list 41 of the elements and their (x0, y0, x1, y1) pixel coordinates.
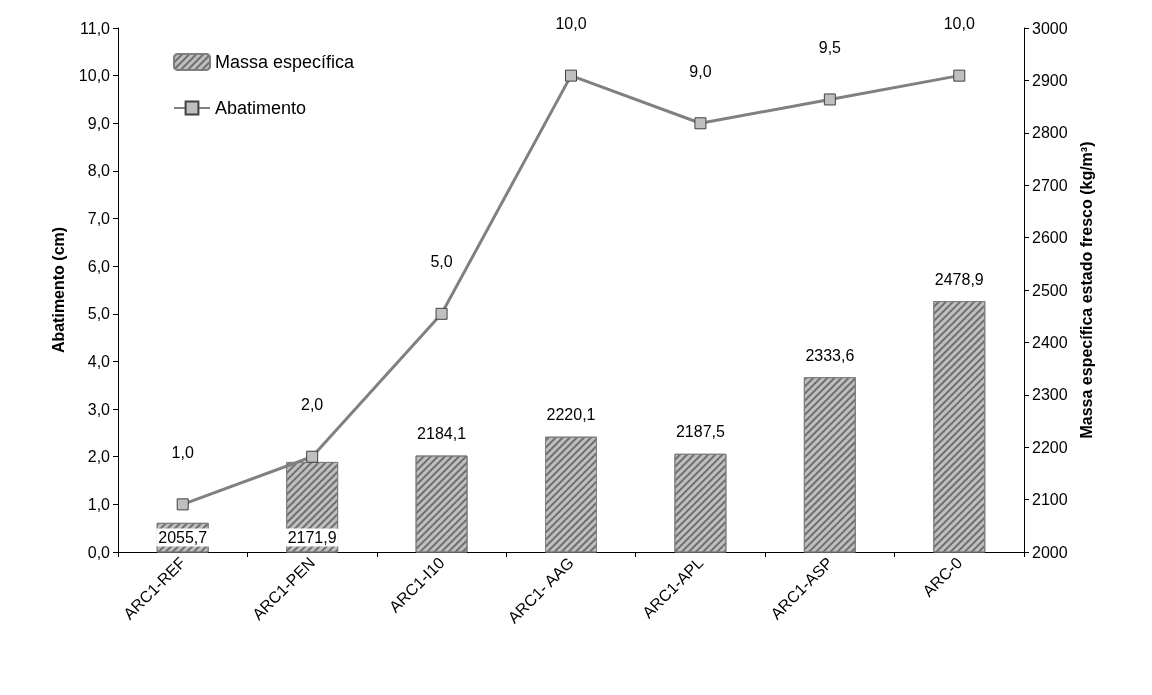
y2-tick-label: 2500 (1032, 281, 1068, 299)
data-label: 2220,1 (546, 406, 596, 424)
y2-tick-label: 2000 (1032, 543, 1068, 561)
data-label: 10,0 (555, 15, 587, 33)
y2-tick-label: 2100 (1032, 491, 1068, 509)
legend-label: Abatimento (215, 98, 307, 118)
y2-tick-label: 2200 (1032, 438, 1068, 456)
y2-tick-label: 2900 (1032, 71, 1068, 89)
y-tick-label: 1,0 (87, 495, 111, 513)
y-tick-label: 3,0 (87, 400, 111, 418)
y2-tick-label: 2300 (1032, 386, 1068, 404)
data-label: 9,5 (818, 38, 842, 56)
y-tick-label: 10,0 (78, 67, 111, 85)
data-label: 9,0 (689, 62, 712, 80)
y-tick-label: 7,0 (87, 210, 111, 228)
y2-tick-label: 2600 (1032, 229, 1068, 247)
data-label: 2187,5 (675, 423, 725, 441)
y2-axis-title: Massa específica estado fresco (kg/m³) (1077, 141, 1095, 439)
y2-tick-label: 2700 (1032, 176, 1068, 194)
y-tick-label: 5,0 (87, 305, 111, 323)
y2-tick-label: 2400 (1032, 333, 1068, 351)
legend-label: Massa específica (215, 52, 356, 72)
data-label: 2171,9 (287, 529, 337, 546)
data-label: 5,0 (430, 253, 453, 271)
y-tick-label: 6,0 (87, 257, 111, 275)
data-label: 2333,6 (805, 346, 855, 364)
y2-tick-label: 2800 (1032, 124, 1068, 142)
y-tick-label: 4,0 (87, 352, 111, 370)
y2-tick-label: 3000 (1032, 19, 1068, 37)
data-label: 10,0 (943, 15, 975, 33)
data-label: 2055,7 (158, 529, 208, 546)
y-axis-title: Abatimento (cm) (49, 226, 67, 354)
y-tick-label: 11,0 (80, 19, 111, 37)
data-label: 1,0 (171, 443, 194, 461)
data-label: 2,0 (301, 396, 324, 414)
y-tick-label: 8,0 (87, 162, 111, 180)
data-label: 2478,9 (934, 270, 984, 288)
y-tick-label: 0,0 (87, 543, 111, 561)
data-label: 2184,1 (417, 425, 467, 443)
y-tick-label: 2,0 (87, 448, 111, 466)
y-tick-label: 9,0 (87, 114, 111, 132)
